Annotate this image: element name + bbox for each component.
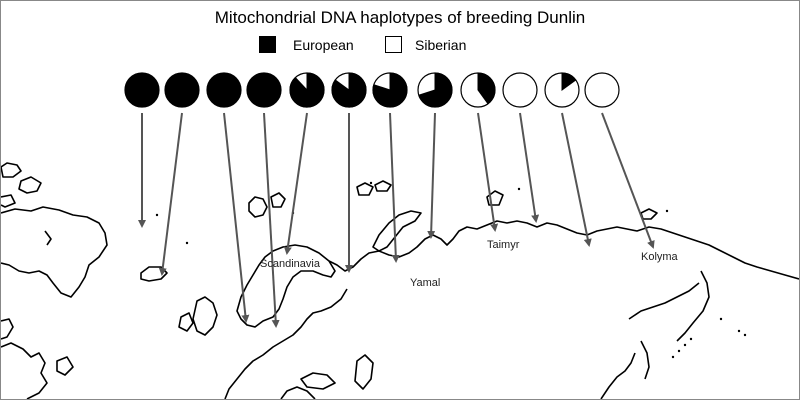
population-pie-3 xyxy=(206,72,242,108)
population-pie-9 xyxy=(460,72,496,108)
greenland-coast xyxy=(1,206,108,298)
pie-slice-european xyxy=(246,72,282,108)
pie-slice-european xyxy=(164,72,200,108)
population-arrow-4 xyxy=(263,112,280,328)
population-pie-7 xyxy=(372,72,408,108)
population-pie-5 xyxy=(289,72,325,108)
kamchatka-coast xyxy=(676,270,710,342)
place-label-kolyma: Kolyma xyxy=(641,251,679,263)
population-arrow-8 xyxy=(427,112,436,239)
population-arrow-9 xyxy=(477,112,499,232)
great-britain-coast xyxy=(192,296,218,336)
franz-josef-coast xyxy=(356,182,374,196)
pie-slice-european xyxy=(124,72,160,108)
greenland-fjord xyxy=(44,230,52,246)
pie-charts-layer xyxy=(124,72,620,108)
novaya-zemlya-coast xyxy=(372,210,422,252)
okhotsk-coast xyxy=(628,282,700,320)
pie-slice-siberian xyxy=(502,72,538,108)
population-arrow-5 xyxy=(283,112,308,255)
population-arrow-2 xyxy=(158,112,183,276)
new-siberian-islands xyxy=(640,208,658,220)
place-label-scandinavia: Scandinavia xyxy=(260,258,321,270)
severnaya-zemlya-coast xyxy=(486,190,504,206)
svalbard-coast-2 xyxy=(270,192,286,208)
caspian-coast xyxy=(354,354,374,390)
pie-slice-european xyxy=(372,72,408,108)
canada-coast xyxy=(1,318,14,340)
arctic-island-2 xyxy=(18,176,42,194)
arrows-layer xyxy=(138,112,655,328)
europe-coast xyxy=(224,288,348,399)
legend-label-european: European xyxy=(293,37,354,53)
population-pie-1 xyxy=(124,72,160,108)
mediterranean-coast xyxy=(280,386,316,399)
ireland-coast xyxy=(178,312,194,332)
population-arrow-3 xyxy=(223,112,250,323)
scandinavia-coast xyxy=(236,244,336,328)
population-pie-8 xyxy=(417,72,453,108)
legend-swatch-siberian xyxy=(385,36,402,53)
coastlines xyxy=(1,162,799,399)
population-pie-6 xyxy=(331,72,367,108)
population-arrow-7 xyxy=(389,112,400,263)
pie-slice-european xyxy=(561,72,577,91)
svalbard-coast xyxy=(248,196,268,218)
population-pie-2 xyxy=(164,72,200,108)
population-pie-10 xyxy=(502,72,538,108)
pie-slice-european xyxy=(331,72,367,108)
kuril-islands xyxy=(155,181,747,359)
pie-slice-european xyxy=(206,72,242,108)
pie-slice-siberian xyxy=(584,72,620,108)
sakhalin-coast xyxy=(640,340,650,380)
black-sea-coast xyxy=(300,372,336,390)
japan-coast xyxy=(600,352,636,399)
population-pie-4 xyxy=(246,72,282,108)
population-arrow-10 xyxy=(519,112,540,223)
population-arrow-11 xyxy=(561,112,592,247)
pie-slice-european xyxy=(289,72,325,108)
place-label-yamal: Yamal xyxy=(410,277,440,289)
arctic-island-1 xyxy=(1,162,22,178)
map-title: Mitochondrial DNA haplotypes of breeding… xyxy=(214,8,586,27)
population-arrow-12 xyxy=(601,112,655,249)
population-pie-11 xyxy=(544,72,580,108)
franz-josef-coast-2 xyxy=(374,180,392,192)
place-label-taimyr: Taimyr xyxy=(487,239,520,251)
newfoundland xyxy=(56,356,74,376)
population-pie-12 xyxy=(584,72,620,108)
arctic-island-3 xyxy=(1,194,16,208)
russia-north-coast xyxy=(328,220,799,280)
iceland-coast xyxy=(140,266,168,282)
canada-coast-2 xyxy=(1,342,48,399)
legend-swatch-european xyxy=(259,36,276,53)
pie-slice-european xyxy=(418,72,453,108)
pie-slice-european xyxy=(477,72,496,105)
legend-label-siberian: Siberian xyxy=(415,37,467,53)
